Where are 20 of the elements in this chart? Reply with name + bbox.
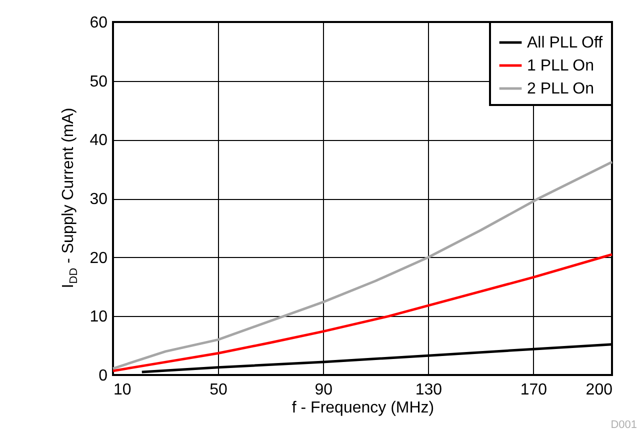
y-tick-label: 50 bbox=[90, 73, 108, 90]
legend-label: 1 PLL On bbox=[527, 58, 594, 74]
text: D001 bbox=[610, 419, 637, 431]
y-tick-label: 60 bbox=[90, 14, 108, 32]
x-tick-label: 170 bbox=[520, 382, 548, 398]
x-tick-label: 90 bbox=[314, 382, 333, 398]
y-tick-label: 10 bbox=[90, 308, 108, 326]
x-tick-label: 130 bbox=[415, 382, 442, 398]
line-series bbox=[112, 160, 614, 370]
x-tick-label: 10 bbox=[114, 382, 132, 398]
y-tick-label: 20 bbox=[90, 250, 108, 267]
legend-label: All PLL Off bbox=[527, 34, 604, 52]
y-tick-label: 40 bbox=[90, 132, 108, 150]
line-series bbox=[112, 253, 614, 372]
x-tick-label: 200 bbox=[586, 382, 613, 398]
legend-label: 2 PLL On bbox=[527, 80, 594, 98]
y-tick-label: 0 bbox=[98, 368, 108, 384]
y-tick-label: 30 bbox=[90, 191, 108, 208]
x-axis-title: f - Frequency (MHz) bbox=[292, 400, 434, 416]
x-tick-label: 50 bbox=[210, 382, 228, 398]
